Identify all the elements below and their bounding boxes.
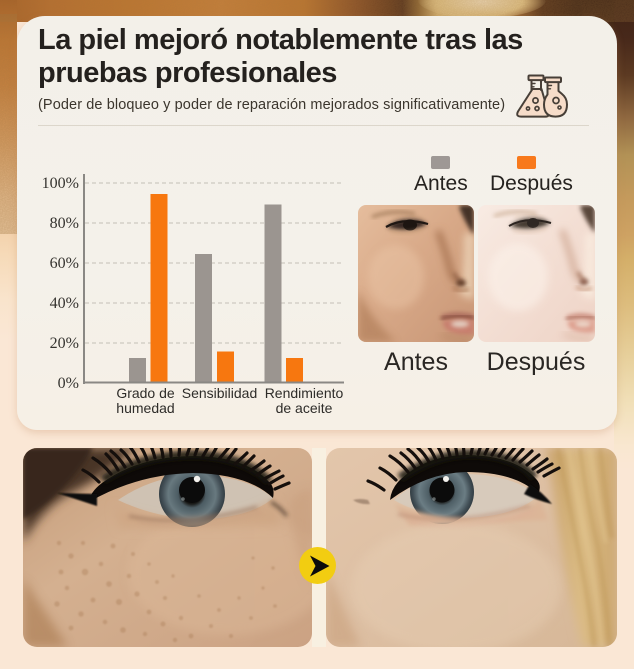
svg-text:60%: 60% bbox=[50, 255, 79, 272]
svg-text:40%: 40% bbox=[50, 295, 79, 312]
svg-text:20%: 20% bbox=[50, 335, 79, 352]
svg-text:100%: 100% bbox=[42, 175, 79, 192]
svg-text:0%: 0% bbox=[58, 375, 79, 392]
svg-text:80%: 80% bbox=[50, 215, 79, 232]
